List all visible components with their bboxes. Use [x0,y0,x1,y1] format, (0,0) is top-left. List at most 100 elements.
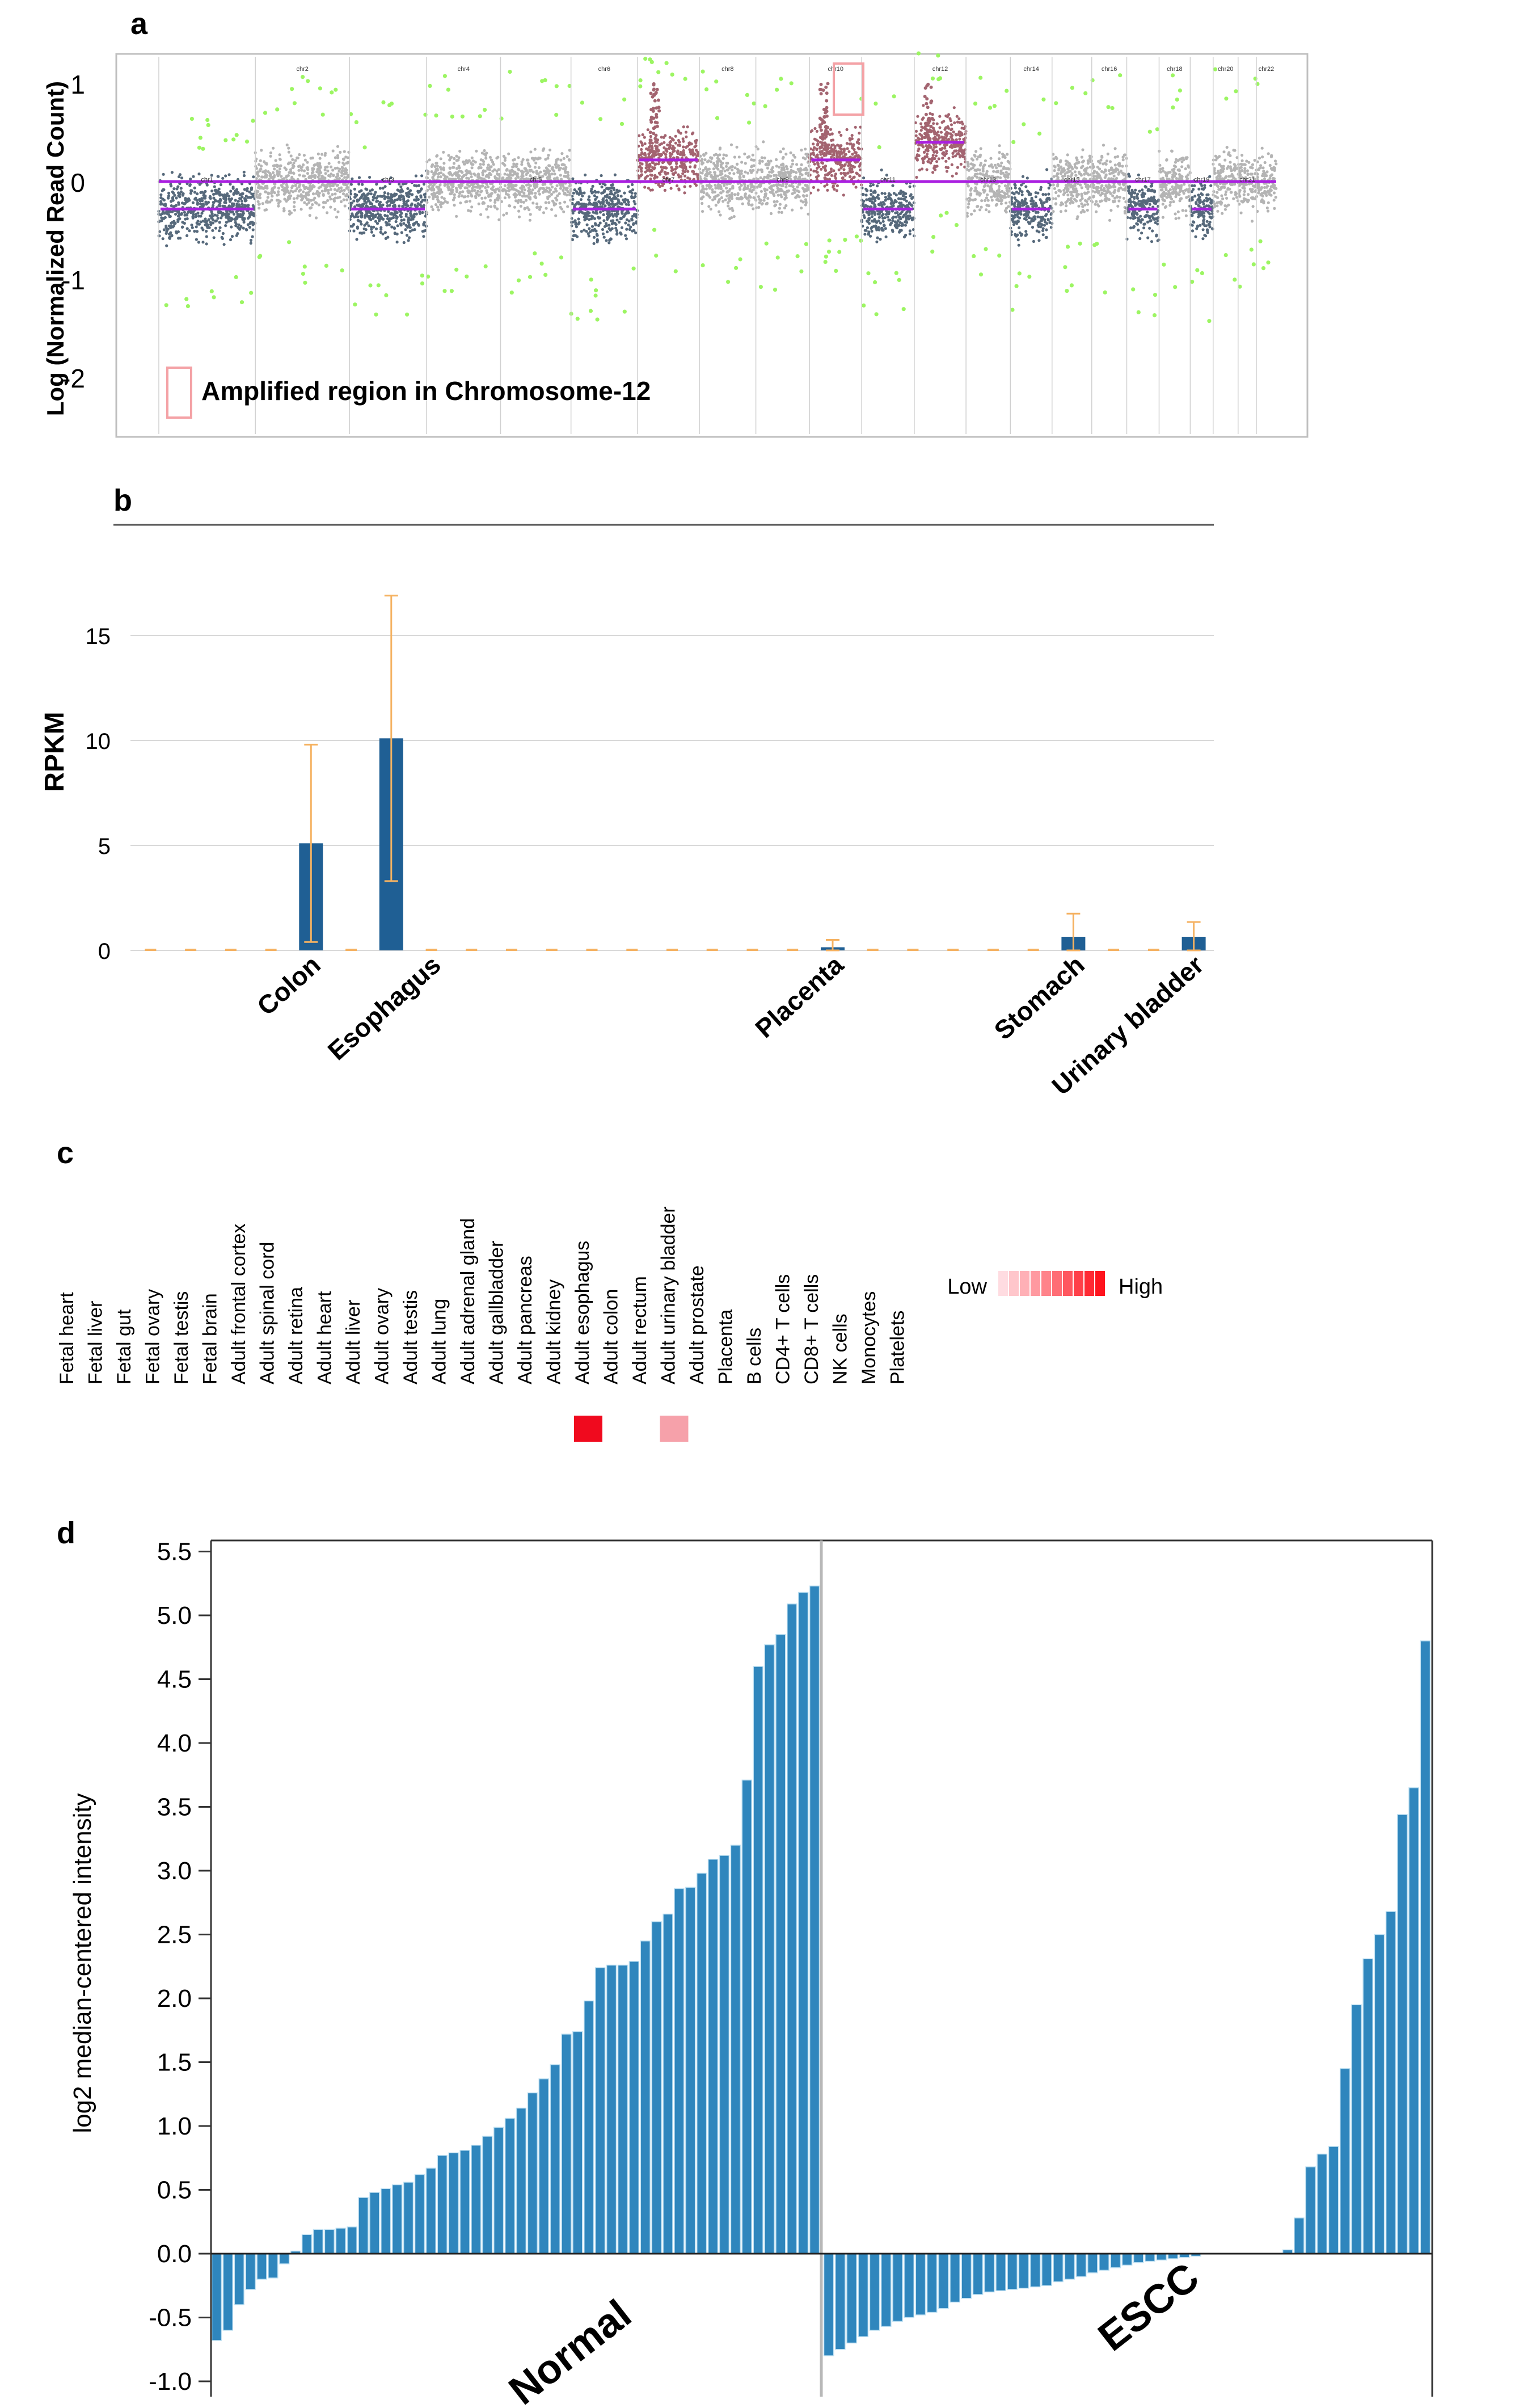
a-point [235,210,238,213]
a-point [333,188,337,191]
a-point [535,202,539,205]
a-point [974,150,978,153]
a-point [631,188,635,192]
a-point [370,228,373,231]
a-point [686,170,690,173]
a-point [555,190,558,193]
a-point [421,230,424,233]
a-point [791,208,794,212]
a-point [209,223,213,226]
a-point [364,228,368,231]
a-point [232,192,235,196]
a-outlier [715,116,720,120]
a-point [622,198,625,201]
a-point [945,170,949,173]
a-outlier [795,254,800,259]
a-point [271,195,274,198]
a-outlier [362,145,367,150]
a-point [191,226,194,229]
a-point [279,164,282,167]
a-point [521,158,525,161]
a-point [542,147,546,150]
a-point [610,186,613,190]
a-point [643,142,647,145]
a-point [673,149,676,153]
a-point [790,165,793,169]
a-point [225,213,229,216]
a-outlier [894,271,898,275]
a-point [881,201,885,204]
a-point [288,191,291,195]
a-point [879,238,882,241]
a-point [434,203,438,207]
a-point [457,165,461,168]
a-point [298,174,301,177]
a-point [828,172,831,175]
a-point [334,156,337,159]
a-point [365,195,368,199]
a-point [711,198,715,201]
a-point [839,150,843,154]
a-point [839,133,843,137]
a-point [898,216,901,220]
a-ytick-minus-2: -2 [62,364,85,393]
a-point [846,147,849,150]
a-point [839,171,843,175]
a-point [378,200,382,204]
a-point [496,155,500,159]
a-point [287,161,291,165]
a-point [362,192,365,196]
a-point [356,218,360,222]
a-point [932,122,935,125]
a-point [641,133,644,137]
a-point [410,204,413,207]
a-point [750,183,753,187]
a-point [418,190,422,193]
a-point [729,143,733,146]
a-outlier [874,312,879,317]
a-point [615,214,618,218]
a-point [784,153,788,156]
a-amplified-point [649,91,653,95]
a-point [362,197,365,200]
a-point [730,192,733,195]
a-point [593,201,596,205]
a-point [555,162,558,166]
a-point [872,197,875,200]
a-point [925,168,929,171]
a-point [336,145,340,148]
a-point [338,167,341,171]
a-point [1007,195,1010,198]
a-outlier [387,103,392,107]
a-point [775,158,778,161]
a-point [910,204,914,207]
a-point [525,195,529,198]
panel-a-plot: chr2 chr4 chr6 chr8 chr10 chr12 chr14 chr16 chr1… [157,51,1278,434]
a-point [577,192,581,196]
a-amplified-point [652,87,656,91]
a-point [915,175,918,179]
a-point [300,198,303,202]
a-point [259,159,262,162]
a-point [212,204,215,207]
a-point [407,223,411,226]
a-point [171,210,174,213]
a-point [720,196,723,200]
a-amplified-point [656,98,660,102]
a-point [180,212,183,216]
a-point [204,190,207,193]
a-point [893,224,897,228]
a-point [908,229,912,233]
a-point [956,166,959,169]
a-point [287,150,290,154]
a-point [242,174,246,178]
a-point [583,218,586,222]
a-point [271,187,275,191]
a-point [602,235,606,239]
a-point [179,187,183,190]
a-point [784,185,788,189]
a-point [469,209,472,213]
a-outlier [594,288,598,293]
a-point [742,175,745,179]
a-point [192,175,195,178]
